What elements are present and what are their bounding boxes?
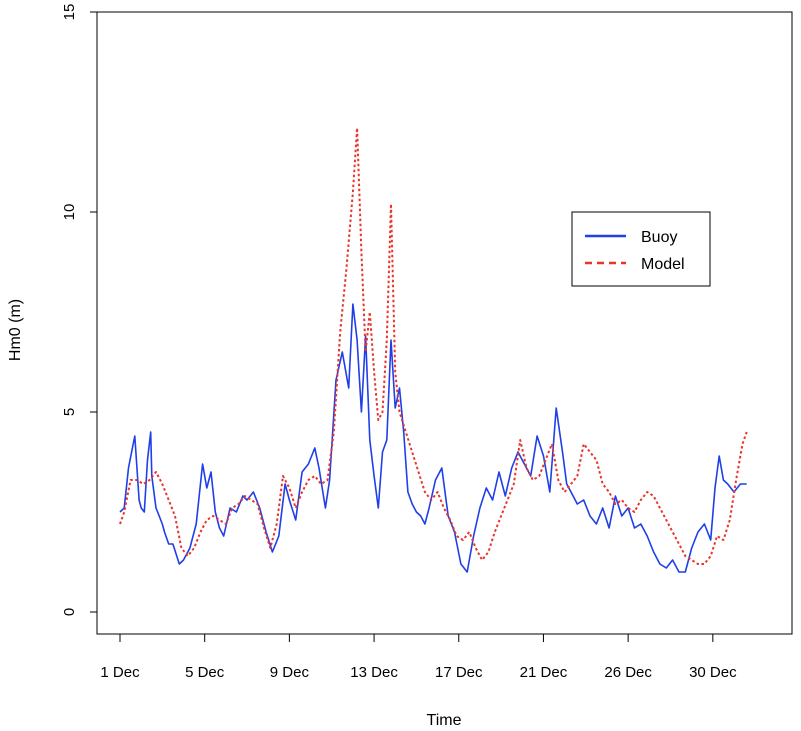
plot-box <box>96 11 793 635</box>
x-axis: 1 Dec 5 Dec 9 Dec 13 Dec 17 Dec 21 Dec 26 Dec 3… <box>100 633 737 681</box>
x-tick-label: 17 Dec <box>435 664 483 681</box>
y-tick-label: 0 <box>61 608 78 616</box>
x-tick-label: 21 Dec <box>520 664 568 681</box>
series-model-line <box>119 127 748 565</box>
x-tick-label: 30 Dec <box>689 664 737 681</box>
legend: Buoy Model <box>571 211 711 287</box>
series-layer <box>119 127 748 573</box>
x-tick-label: 5 Dec <box>185 664 225 681</box>
y-axis: 0 5 10 15 <box>61 4 98 616</box>
y-tick-label: 5 <box>61 408 78 416</box>
x-axis-title: Time <box>427 712 462 729</box>
x-tick-label: 1 Dec <box>100 664 140 681</box>
y-tick-label: 15 <box>61 4 78 21</box>
x-tick-label: 9 Dec <box>270 664 310 681</box>
x-tick-label: 13 Dec <box>350 664 398 681</box>
x-tick-label: 26 Dec <box>604 664 652 681</box>
series-buoy-line <box>119 303 747 573</box>
legend-model-label: Model <box>641 256 685 273</box>
legend-box <box>571 211 711 287</box>
legend-buoy-label: Buoy <box>641 229 677 246</box>
y-tick-label: 10 <box>61 204 78 221</box>
y-axis-title: Hm0 (m) <box>7 299 24 361</box>
